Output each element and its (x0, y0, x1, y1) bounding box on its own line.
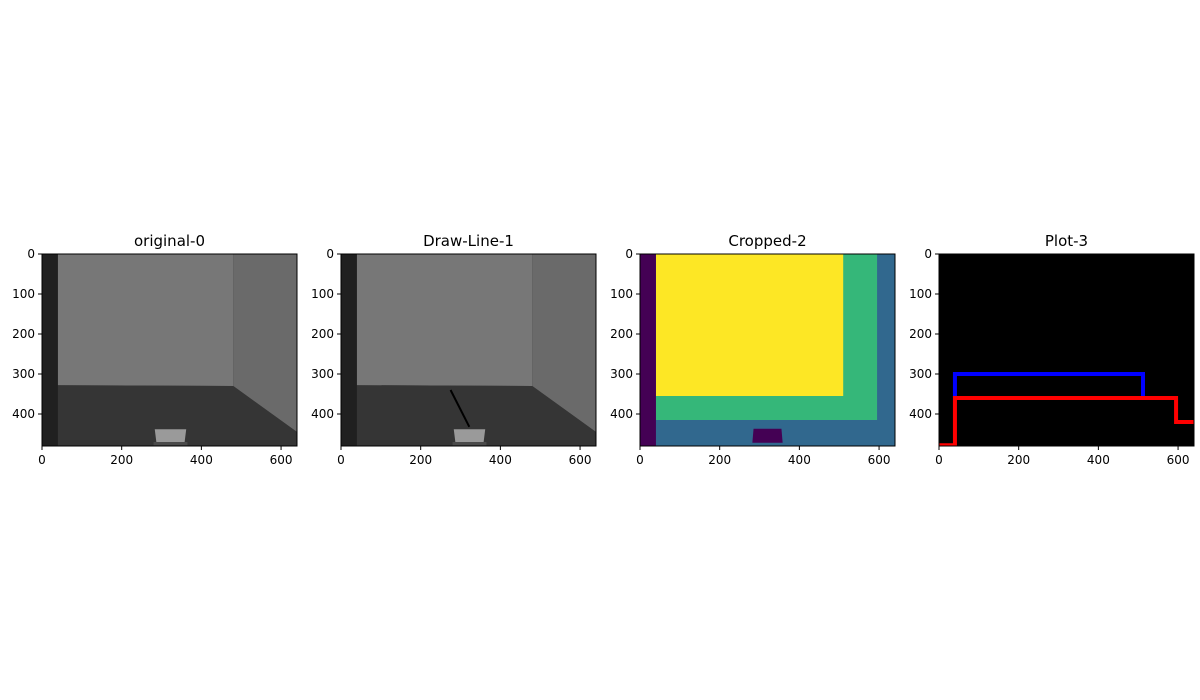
y-tick-label: 200 (12, 327, 35, 341)
object-shadow (452, 442, 487, 446)
back-wall (356, 254, 533, 386)
panel-title: Draw-Line-1 (423, 232, 514, 250)
axes-frame (340, 253, 597, 447)
y-tick-label: 400 (12, 407, 35, 421)
y-tick-label: 300 (12, 367, 35, 381)
x-tick-label: 200 (1007, 453, 1030, 467)
x-tick-label: 400 (788, 453, 811, 467)
panel-title: Plot-3 (1045, 232, 1088, 250)
x-tick-label: 0 (935, 453, 943, 467)
mask-region-dark (640, 254, 656, 446)
y-tick-label: 400 (610, 407, 633, 421)
x-tick-label: 600 (569, 453, 592, 467)
axes-frame (41, 253, 298, 447)
panel-image (341, 254, 596, 446)
object-shadow (153, 442, 188, 446)
floor (356, 385, 596, 446)
axes-frame (938, 253, 1195, 447)
back-wall (57, 254, 234, 386)
x-tick-label: 600 (868, 453, 891, 467)
right-wall (233, 254, 297, 432)
left-wall-strip (341, 254, 357, 446)
y-tick-label: 400 (909, 407, 932, 421)
x-tick-label: 400 (1087, 453, 1110, 467)
right-wall (532, 254, 596, 432)
panel-draw-line: Draw-Line-1 0 200 400 600 0 100 200 300 400 (311, 232, 597, 467)
y-tick-label: 300 (610, 367, 633, 381)
y-tick-label: 100 (311, 287, 334, 301)
x-tick-label: 400 (489, 453, 512, 467)
y-tick-label: 0 (326, 247, 334, 261)
x-tick-label: 200 (708, 453, 731, 467)
drawn-line (449, 389, 471, 428)
y-tick-label: 300 (909, 367, 932, 381)
panel-image (939, 254, 1194, 446)
panel-image (42, 254, 297, 446)
left-wall-strip (42, 254, 58, 446)
x-tick-label: 200 (110, 453, 133, 467)
plot-background (939, 254, 1194, 446)
panel-plot: Plot-3 0 200 400 600 0 100 200 300 400 (909, 232, 1195, 467)
axes-frame (639, 253, 896, 447)
series-line-1 (952, 372, 1145, 398)
y-tick-label: 200 (610, 327, 633, 341)
x-tick-label: 0 (38, 453, 46, 467)
panel-original: original-0 0 200 400 600 0 100 200 300 400 (12, 232, 298, 467)
y-tick-label: 300 (311, 367, 334, 381)
y-tick-label: 400 (311, 407, 334, 421)
mask-region-yellow (655, 254, 844, 396)
panel-image (640, 254, 895, 446)
x-tick-label: 600 (270, 453, 293, 467)
panel-title: original-0 (134, 232, 205, 250)
x-tick-label: 0 (337, 453, 345, 467)
mask-object (752, 428, 783, 443)
floor (57, 385, 297, 446)
panel-title: Cropped-2 (728, 232, 806, 250)
y-tick-label: 200 (311, 327, 334, 341)
x-tick-label: 0 (636, 453, 644, 467)
series-line-2 (939, 396, 1194, 446)
object (453, 429, 486, 442)
y-tick-label: 100 (610, 287, 633, 301)
y-tick-label: 0 (27, 247, 35, 261)
y-tick-label: 0 (924, 247, 932, 261)
y-tick-label: 100 (909, 287, 932, 301)
object (154, 429, 187, 442)
y-tick-label: 100 (12, 287, 35, 301)
panel-cropped: Cropped-2 0 200 400 600 0 100 200 300 400 (610, 232, 896, 467)
x-tick-label: 600 (1167, 453, 1190, 467)
x-tick-label: 200 (409, 453, 432, 467)
y-tick-label: 200 (909, 327, 932, 341)
x-tick-label: 400 (190, 453, 213, 467)
y-tick-label: 0 (625, 247, 633, 261)
